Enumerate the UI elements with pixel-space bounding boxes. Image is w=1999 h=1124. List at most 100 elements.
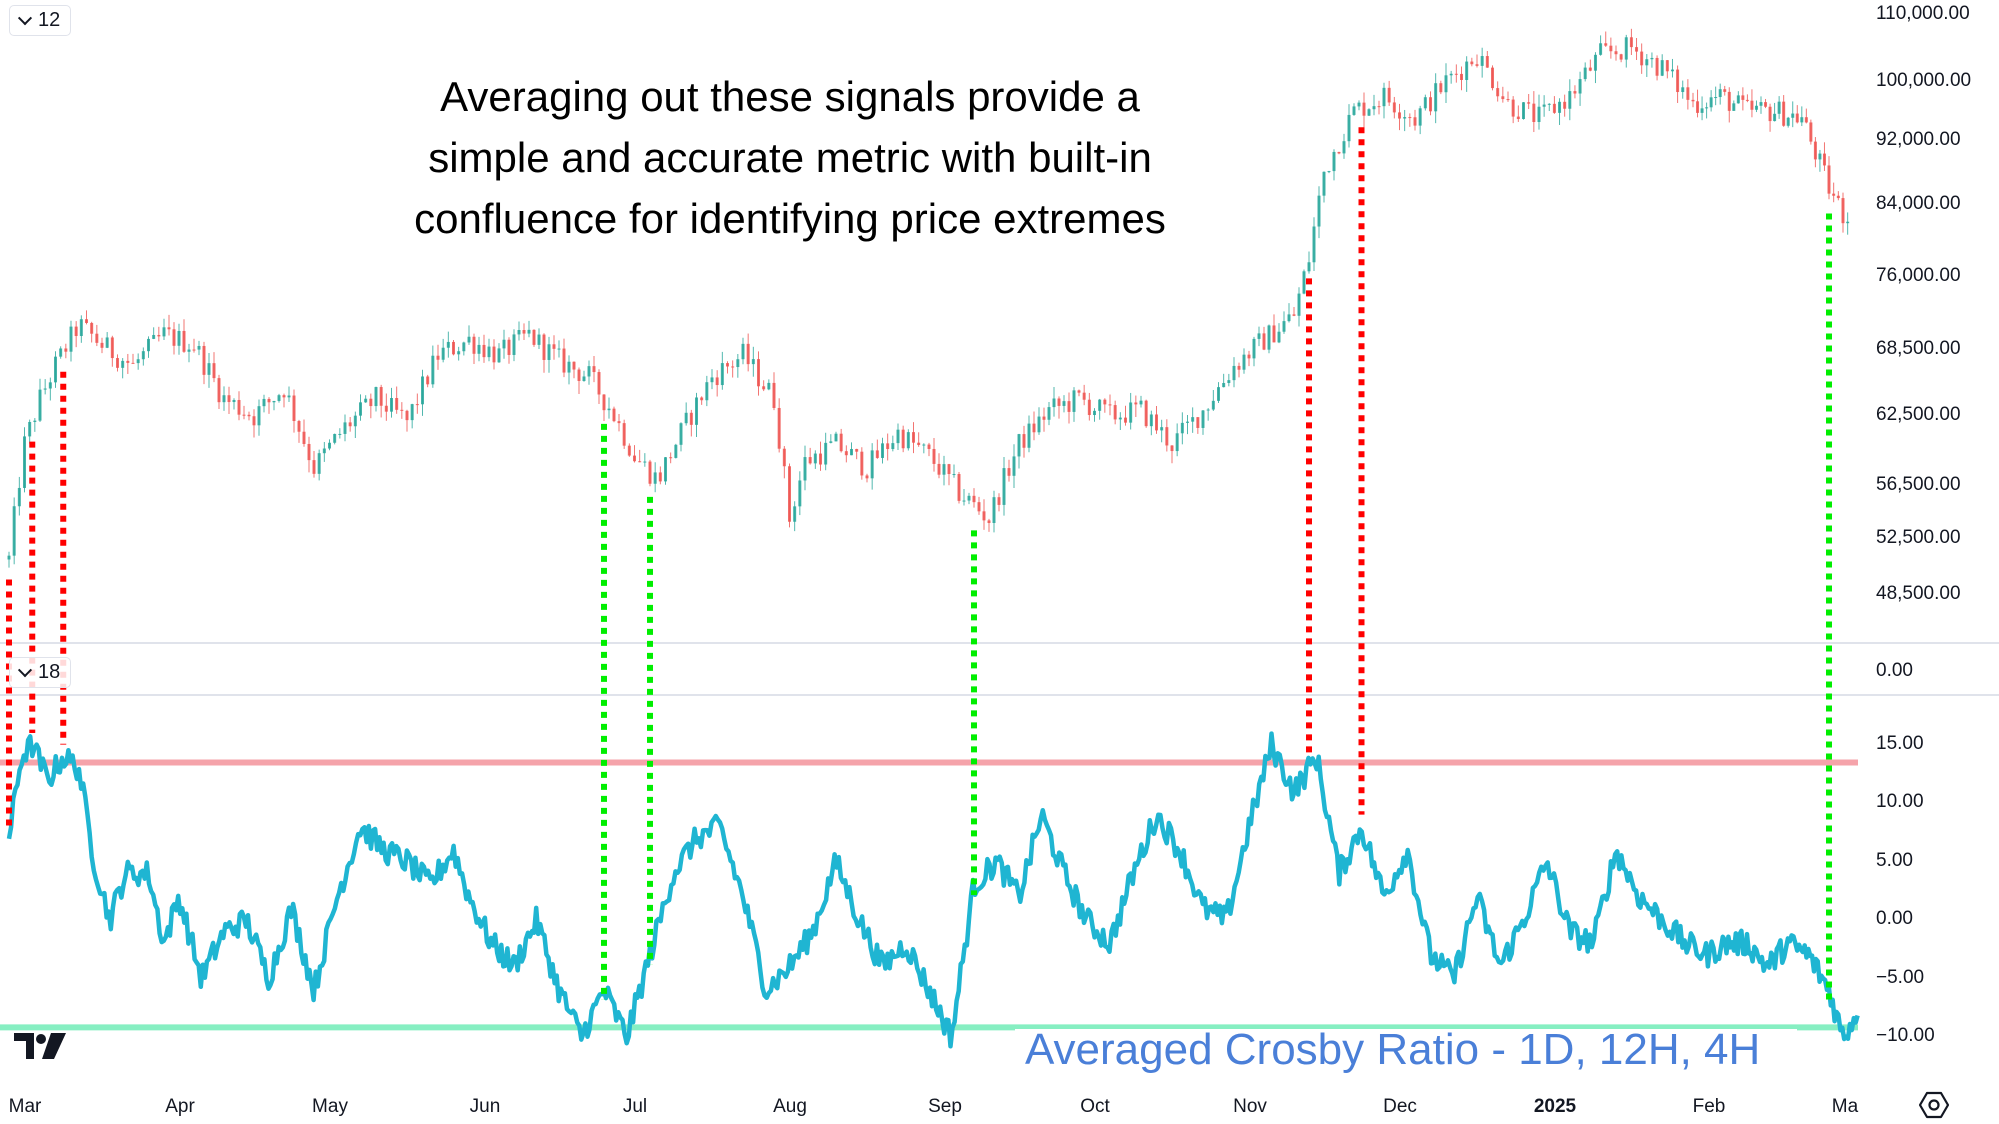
candle-body [1387,87,1391,103]
candle-body [891,443,895,450]
candle-body [1745,99,1749,101]
candle-body [1144,400,1148,427]
candle-body [1822,153,1826,166]
candle-body [462,342,466,352]
candle-body [1118,417,1122,420]
candle-body [1670,69,1674,72]
price-axis-tick-label: 100,000.00 [1876,70,1972,91]
candle-body [1665,60,1669,72]
price-axis-tick-label: 110,000.00 [1876,3,1970,24]
candle-body [1764,102,1768,107]
candle-body [1191,417,1195,422]
candle-body [736,359,740,368]
candle-body [348,422,352,427]
candle-body [1377,106,1381,108]
candle-body [1170,445,1174,452]
candle-body [131,362,135,364]
candle-body [90,322,94,334]
indicator-pane-collapse-button[interactable]: 18 [9,657,72,688]
candle-body [1322,171,1326,196]
candle-body [957,474,961,501]
candle-body [79,319,83,337]
candle-body [1454,73,1458,75]
price-axis-tick-label: 68,500.00 [1876,338,1961,359]
candle-body [492,346,496,363]
candle-body [333,433,337,443]
oscillator-axis-tick-label: 10.00 [1876,791,1924,812]
candle-body [374,387,378,407]
candle-body [824,442,828,465]
candle-body [12,506,16,556]
candle-body [715,377,719,386]
candle-body [689,412,693,425]
candle-body [192,349,196,351]
candle-body [74,326,78,337]
pane-dividers [0,642,1999,696]
candle-body [497,348,501,363]
candle-body [746,343,750,365]
candle-body [1773,113,1777,122]
candle-body [1002,468,1006,505]
candle-body [1800,117,1804,123]
candle-body [1180,422,1184,434]
candle-body [257,406,261,426]
candle-body [881,443,884,458]
candle-body [1732,103,1736,111]
candle-body [527,329,531,334]
candle-body [1480,56,1484,66]
candle-body [567,361,571,373]
candle-body [1599,43,1603,55]
oscillator-line [6,731,1860,1049]
candle-body [1841,198,1845,224]
candle-body [457,351,461,355]
time-axis-tick-label: May [312,1096,348,1117]
candle-body [1287,314,1291,322]
candle-body [1434,83,1438,112]
tradingview-logo-icon[interactable] [14,1033,66,1059]
time-axis-tick-label: Feb [1692,1096,1726,1117]
candle-body [477,344,481,354]
candle-body [147,338,150,352]
settings-gear-icon[interactable] [1919,1091,1949,1119]
candle-body [1723,89,1727,92]
candle-body [726,363,729,367]
candle-body [1660,60,1664,76]
candle-body [684,412,688,424]
candle-body [793,506,797,522]
price-axis-tick-label: 48,500.00 [1876,583,1961,604]
candle-body [1624,37,1628,60]
indicator-pane-badge-count: 18 [38,661,61,683]
candle-body [1087,399,1091,416]
candle-body [1312,226,1316,263]
candle-body [1588,67,1592,71]
candle-body [410,404,414,421]
candle-body [267,398,271,403]
candle-body [384,405,388,412]
candle-body [1342,141,1346,154]
candle-body [222,395,226,403]
candle-body [507,339,511,355]
candle-body [1077,390,1081,393]
candle-body [1532,103,1536,123]
candle-body [177,330,181,346]
candle-body [1691,99,1695,102]
candle-body [819,453,822,465]
candle-body [537,334,541,345]
candle-body [1705,107,1709,109]
candle-body [1506,99,1510,101]
candle-body [95,333,99,343]
oscillator-axis-tick-label: 0.00 [1876,908,1913,929]
candle-body [54,356,57,383]
candle-body [1027,423,1031,448]
candle-body [421,376,424,405]
time-axis-tick-label: Nov [1233,1096,1267,1117]
candle-body [141,351,145,360]
candle-body [1827,165,1831,194]
candle-body [1465,61,1469,80]
candle-body [247,414,251,417]
candle-body [962,500,966,502]
candle-body [658,472,662,482]
candle-body [757,359,760,387]
main-pane-collapse-button[interactable]: 12 [9,5,72,36]
